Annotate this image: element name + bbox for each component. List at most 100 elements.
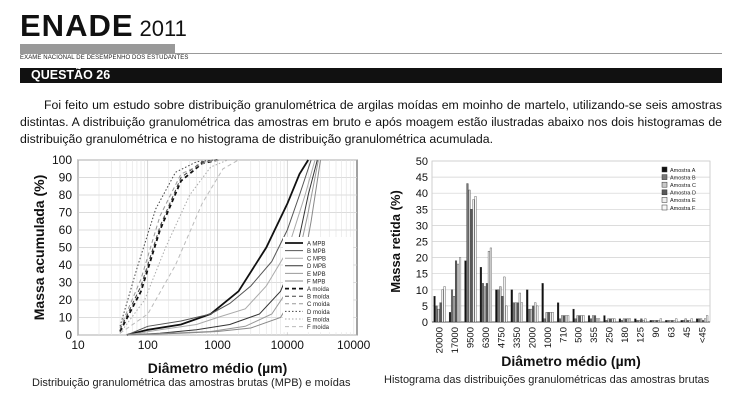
histogram-bar (702, 320, 705, 323)
y-tick-label: 0 (422, 317, 428, 329)
histogram-bar (464, 260, 467, 323)
y-tick-label: 35 (416, 204, 428, 216)
question-text-body: Foi feito um estudo sobre distribuição g… (20, 98, 722, 146)
x-tick-label: 1000 (204, 338, 231, 352)
histogram-bar (665, 320, 668, 323)
y-tick-label: 50 (416, 156, 428, 168)
histogram-bar (673, 320, 676, 323)
y-tick-label: 15 (416, 269, 428, 281)
histogram-bar (690, 318, 693, 323)
x-tick-label: 6300 (481, 327, 492, 348)
histogram-bar (593, 315, 597, 323)
series-line (119, 159, 221, 329)
histogram-bar (441, 289, 444, 323)
histogram-bar (669, 320, 672, 323)
histogram-bar (603, 315, 606, 323)
caption-right: Histograma das distribuições granulométr… (384, 374, 710, 386)
y-tick-label: 90 (59, 171, 73, 185)
histogram-bar (675, 318, 678, 323)
histogram-bar (485, 283, 488, 323)
histogram-bar (611, 318, 614, 323)
histogram-bar (466, 183, 469, 323)
histogram-bar (439, 302, 442, 323)
histogram-bar (682, 320, 685, 323)
legend-label: Amostra E (670, 198, 696, 204)
header-accent-bar (20, 44, 175, 53)
y-tick-label: 80 (59, 188, 73, 202)
histogram-bar (479, 267, 482, 323)
y-tick-label: 25 (416, 237, 428, 249)
histogram-bar (622, 318, 625, 323)
histogram-bar (557, 302, 560, 323)
histogram-bar (452, 296, 456, 323)
y-tick-label: 60 (59, 223, 73, 237)
x-axis-label: Diâmetro médio (µm) (501, 353, 641, 369)
histogram-bar (512, 302, 515, 323)
legend-swatch (661, 166, 668, 173)
histogram-bar (576, 315, 579, 323)
histogram-bar (433, 296, 436, 323)
histogram-bar (518, 292, 521, 323)
histogram-bar (483, 286, 486, 323)
x-tick-label: 45 (682, 327, 693, 338)
legend-label: Amostra A (670, 168, 696, 174)
x-tick-label: 10 (71, 338, 85, 352)
legend-box (283, 237, 353, 333)
histogram-bar (572, 308, 575, 323)
histogram-bar (530, 308, 533, 323)
histogram-bar (591, 315, 595, 323)
y-tick-label: 0 (65, 328, 72, 342)
histogram-bar (589, 318, 593, 323)
histogram-bar (443, 286, 446, 323)
histogram-bar (580, 315, 583, 323)
histogram-bar (642, 320, 645, 323)
histogram-bar (536, 305, 539, 323)
histogram-bar (435, 305, 438, 323)
legend-label: Amostra B (670, 175, 696, 181)
exam-year: 2011 (139, 16, 187, 41)
histogram-bar (706, 315, 709, 323)
histogram-bar (520, 302, 523, 323)
histogram-bar (587, 315, 591, 323)
histogram-bar (510, 289, 513, 323)
legend-swatch (661, 174, 668, 180)
exam-brand: ENADE (20, 8, 134, 43)
histogram-bar (605, 320, 608, 323)
histogram-bar (698, 318, 701, 323)
legend-label: A MPB (307, 241, 325, 247)
histogram-bar (565, 315, 568, 323)
series-line (126, 159, 309, 336)
y-tick-label: 5 (422, 301, 428, 313)
histogram-bar (526, 289, 529, 323)
histogram-bar (655, 320, 658, 323)
histogram-bar (468, 189, 471, 323)
legend-label: Amostra D (670, 191, 696, 197)
legend-label: F MPB (307, 279, 325, 285)
legend-label: C moída (307, 302, 330, 308)
histogram-bar (487, 250, 490, 323)
x-tick-label: 63 (666, 327, 677, 338)
histogram-bar (534, 302, 537, 323)
x-tick-label: 17000 (450, 327, 461, 353)
legend-swatch (661, 204, 668, 211)
histogram-bar (574, 318, 577, 323)
histogram-bar (667, 320, 670, 323)
histogram-bar (501, 296, 504, 323)
histogram-bar (472, 199, 475, 323)
x-tick-label: <45 (697, 327, 708, 343)
x-tick-label: 100 (138, 338, 158, 352)
histogram-bar (563, 315, 566, 323)
y-tick-label: 70 (59, 206, 73, 220)
histogram-bar (516, 302, 519, 323)
histogram-bar (456, 263, 460, 323)
histogram-bar (459, 257, 462, 323)
x-tick-label: 4750 (497, 327, 508, 348)
legend-label: Amostra C (670, 183, 696, 189)
histogram-bar (649, 320, 652, 323)
histogram-bar (595, 318, 599, 323)
histogram-bar (607, 318, 610, 323)
histogram-bar (634, 318, 637, 323)
histogram-bar (505, 305, 508, 323)
histogram-bar (638, 320, 641, 323)
histogram-bar (528, 308, 531, 323)
